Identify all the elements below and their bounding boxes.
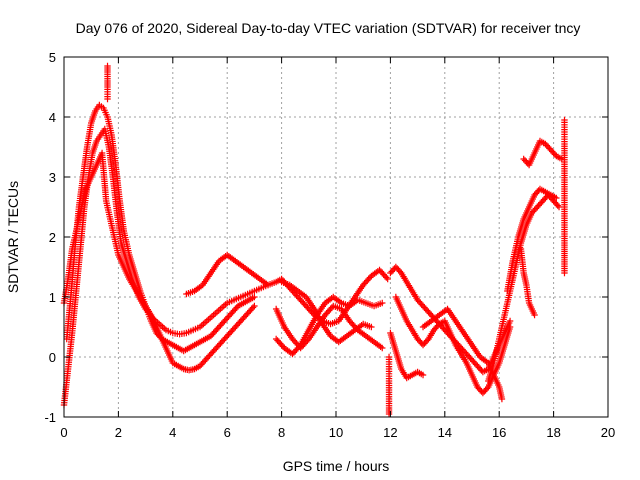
data-point	[379, 299, 386, 307]
data-point	[384, 275, 391, 283]
x-tick-label: 12	[383, 425, 397, 440]
data-point	[379, 344, 386, 352]
x-tick-label: 0	[60, 425, 67, 440]
series-arc-j	[392, 293, 514, 397]
data-points	[60, 62, 568, 418]
x-tick-label: 16	[492, 425, 506, 440]
x-tick-label: 10	[329, 425, 343, 440]
data-point	[506, 323, 514, 331]
x-tick-label: 4	[169, 425, 176, 440]
x-tick-label: 6	[224, 425, 231, 440]
data-point	[483, 385, 491, 392]
series-spike-11.9h	[385, 353, 393, 418]
series-arc-e	[272, 302, 386, 352]
data-point	[251, 293, 258, 301]
data-point	[555, 203, 563, 211]
data-point	[328, 304, 336, 311]
x-tick-label: 20	[601, 425, 615, 440]
y-tick-label: -1	[44, 410, 56, 425]
series-arc-i	[387, 329, 427, 382]
series-arc-c	[60, 149, 258, 374]
series-spike-18.4h	[561, 116, 568, 277]
data-point	[498, 395, 506, 403]
data-point	[423, 337, 431, 344]
data-point	[296, 343, 303, 350]
data-point	[553, 194, 560, 202]
data-point	[561, 269, 568, 277]
y-tick-label: 5	[49, 50, 56, 65]
x-tick-label: 18	[546, 425, 560, 440]
y-tick-label: 1	[49, 290, 56, 305]
y-tick-label: 2	[49, 230, 56, 245]
y-axis-label: SDTVAR / TECUs	[5, 181, 21, 293]
series-arc-d	[183, 251, 391, 328]
series-arc-n	[517, 245, 538, 319]
y-tick-label: 4	[49, 110, 56, 125]
data-point	[531, 311, 538, 319]
data-point	[251, 302, 258, 310]
data-point	[249, 304, 257, 311]
data-point	[385, 353, 393, 361]
grid	[64, 57, 608, 417]
data-point	[506, 317, 514, 325]
x-tick-label: 8	[278, 425, 285, 440]
x-tick-label: 2	[115, 425, 122, 440]
data-point	[396, 268, 404, 275]
series-arc-g	[278, 278, 375, 346]
data-point	[419, 371, 427, 379]
series-spike-1.6h	[104, 62, 111, 103]
series-arc-b	[63, 101, 258, 355]
x-axis-label: GPS time / hours	[283, 458, 390, 474]
data-point	[383, 274, 390, 281]
chart-title: Day 076 of 2020, Sidereal Day-to-day VTE…	[76, 20, 581, 36]
data-point	[104, 62, 111, 70]
series-arc-a	[60, 125, 272, 409]
y-tick-label: 0	[49, 350, 56, 365]
series-arc-o	[520, 137, 565, 169]
series-arc-m	[504, 185, 560, 295]
data-point	[368, 323, 375, 331]
x-tick-label: 14	[438, 425, 452, 440]
y-tick-label: 3	[49, 170, 56, 185]
data-point	[554, 202, 561, 209]
